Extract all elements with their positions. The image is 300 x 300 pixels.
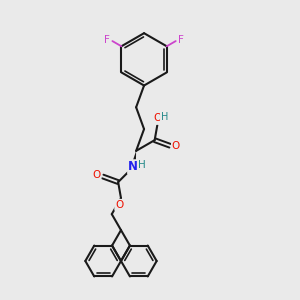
Text: F: F [178,35,184,45]
Text: O: O [172,141,180,151]
Text: F: F [178,35,184,45]
Text: H: H [161,112,168,122]
Text: F: F [104,35,110,45]
Text: H: H [160,112,168,122]
Text: F: F [104,35,110,45]
Text: O: O [92,170,100,180]
Text: N: N [128,160,138,173]
Text: O: O [116,200,124,210]
Text: O: O [92,170,100,180]
Text: N: N [128,160,138,173]
Text: H: H [138,160,146,170]
Text: O: O [153,114,161,124]
Text: O: O [116,200,124,210]
Text: H: H [138,160,146,170]
Text: O: O [153,113,161,123]
Polygon shape [131,151,136,167]
Text: O: O [172,141,180,151]
